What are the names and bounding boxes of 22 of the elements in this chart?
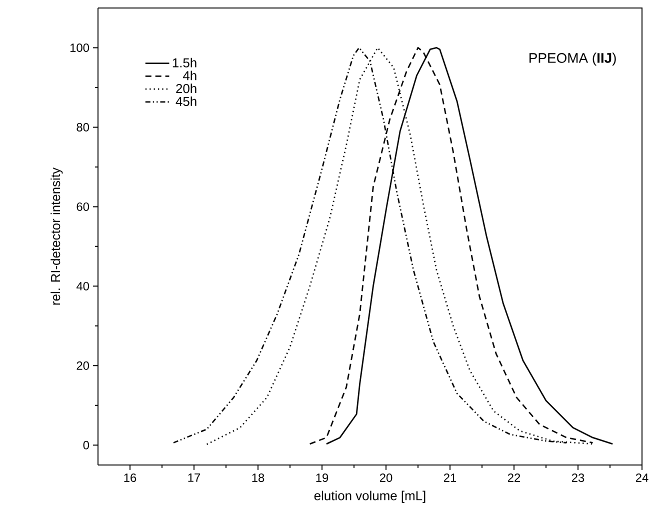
x-tick-label: 21	[444, 474, 456, 482]
y-tick-label: 80	[76, 122, 90, 132]
y-tick-label: 100	[70, 44, 90, 52]
y-tick-label: 40	[76, 282, 90, 290]
y-tick-label: 0	[83, 440, 90, 450]
x-tick-label: 16	[124, 474, 136, 482]
x-axis-title: elution volume [mL]	[314, 490, 426, 503]
x-tick-label: 22	[508, 474, 520, 482]
annotation: PPEOMA (IIJ)	[530, 52, 616, 66]
x-tick-label: 18	[252, 474, 264, 482]
y-tick-label: 20	[76, 361, 90, 370]
x-tick-label: 20	[380, 474, 392, 482]
x-tick-label: 23	[572, 474, 584, 482]
x-tick-label: 17	[188, 474, 200, 482]
y-tick-label: 60	[76, 202, 90, 211]
legend-label: 45h	[176, 96, 196, 106]
x-tick-label: 24	[636, 474, 648, 482]
x-tick-label: 19	[316, 474, 328, 482]
legend-label: 4h	[183, 70, 196, 80]
y-axis-title: rel. RI-detector intensity	[50, 168, 63, 305]
legend-label: 20h	[176, 84, 196, 94]
legend-label: 1.5h	[172, 58, 196, 68]
